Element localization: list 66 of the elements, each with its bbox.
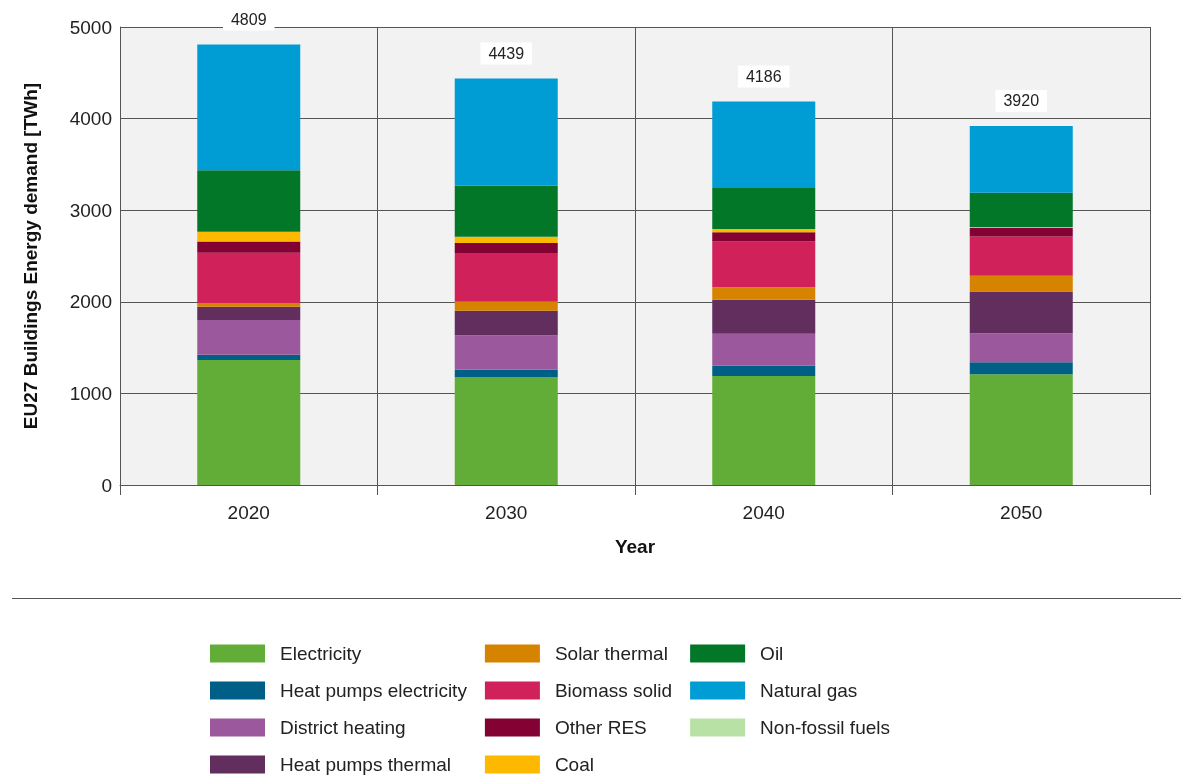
bar (197, 360, 301, 485)
y-tick-label: 0 (101, 474, 112, 496)
y-tick-label: 3000 (69, 199, 112, 221)
y-tick-label: 2000 (69, 291, 112, 313)
bar (197, 303, 301, 307)
bar (969, 125, 1073, 193)
bar (969, 374, 1073, 485)
bar (712, 299, 816, 334)
bar (454, 376, 558, 485)
bar (197, 306, 301, 321)
legend-label: Electricity (280, 643, 362, 664)
bar (969, 192, 1073, 228)
total-label: 4439 (488, 44, 525, 62)
bar (969, 275, 1073, 292)
bar (712, 375, 816, 485)
bar (197, 44, 301, 171)
x-tick-label: 2040 (742, 502, 785, 523)
y-axis-title: EU27 Buildings Energy demand [TWh] (20, 82, 41, 430)
x-tick-label: 2020 (227, 502, 270, 523)
bar (454, 236, 558, 244)
bar (712, 229, 816, 233)
bar (454, 243, 558, 254)
bar (454, 185, 558, 237)
bar (969, 236, 1073, 276)
bar (454, 301, 558, 311)
bar (712, 241, 816, 288)
legend-label: Natural gas (760, 680, 858, 701)
legend-label: Other RES (554, 717, 647, 738)
bar (712, 232, 816, 242)
legend-label: Coal (554, 754, 594, 775)
bar (454, 78, 558, 186)
bar (197, 252, 301, 304)
bar (197, 231, 301, 242)
bar (969, 362, 1073, 375)
bar (454, 253, 558, 302)
bar (454, 369, 558, 377)
legend-label: District heating (280, 717, 406, 738)
legend-label: Biomass solid (554, 680, 673, 701)
bar (454, 335, 558, 370)
x-tick-label: 2050 (1000, 502, 1043, 523)
bar (712, 188, 816, 230)
bar (712, 101, 816, 189)
bar (969, 228, 1073, 237)
legend-label: Heat pumps thermal (280, 754, 452, 775)
legend-label: Heat pumps electricity (280, 680, 468, 701)
total-label: 3920 (1003, 92, 1040, 110)
bar (969, 291, 1073, 334)
bar (454, 310, 558, 336)
y-tick-label: 4000 (69, 108, 112, 130)
bar (712, 333, 816, 366)
bar (197, 241, 301, 253)
bar (197, 170, 301, 232)
bar (197, 320, 301, 355)
bar (197, 354, 301, 361)
total-label: 4186 (745, 68, 782, 86)
y-tick-label: 5000 (69, 16, 112, 38)
legend-label: Non-fossil fuels (760, 717, 890, 738)
bar (712, 287, 816, 300)
bar (712, 365, 816, 376)
bar (969, 333, 1073, 363)
legend-label: Solar thermal (554, 643, 668, 664)
y-tick-label: 1000 (69, 382, 112, 404)
x-tick-label: 2030 (485, 502, 528, 523)
legend-label: Oil (760, 643, 784, 664)
total-label: 4809 (230, 11, 267, 28)
x-axis-title: Year (614, 536, 656, 557)
